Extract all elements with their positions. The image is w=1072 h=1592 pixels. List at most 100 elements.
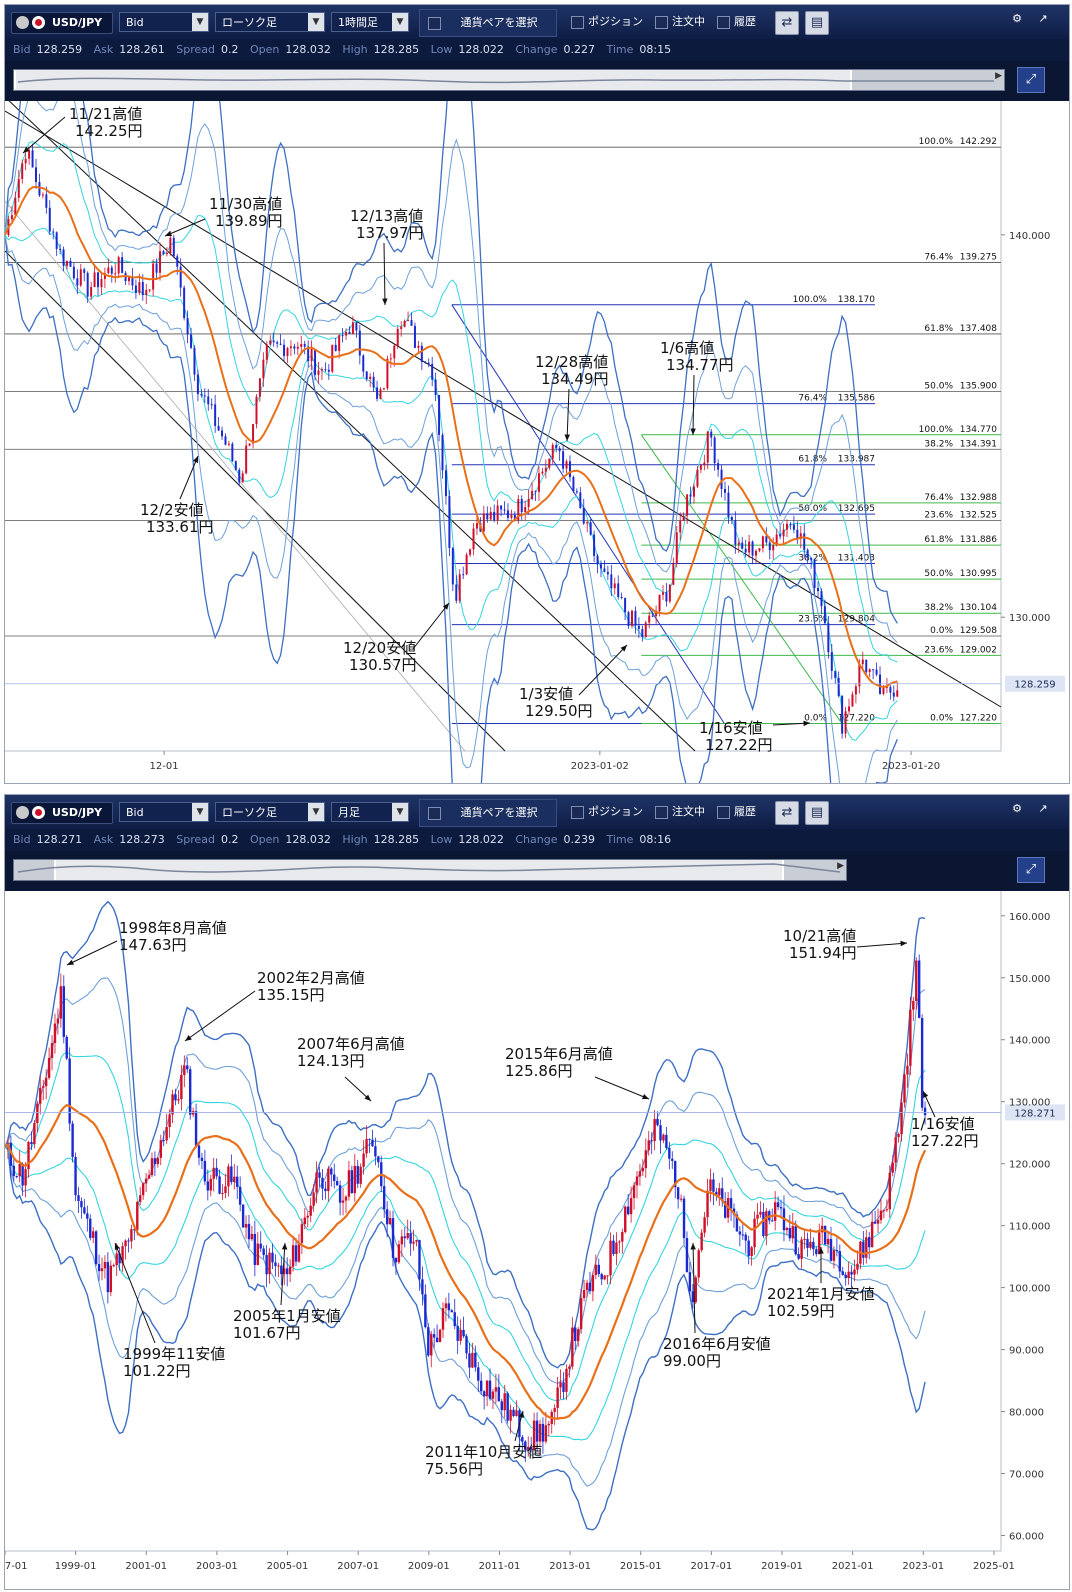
checkbox[interactable]: [428, 806, 441, 820]
price-type-select[interactable]: Bid ▼: [119, 802, 209, 822]
gear-icon[interactable]: ⚙: [1012, 12, 1022, 25]
expand-icon[interactable]: ⤢: [1017, 857, 1045, 883]
position-toggle[interactable]: ポジション: [571, 12, 643, 32]
pair-selector[interactable]: USD/JPY: [11, 802, 113, 824]
candle-body: [277, 1265, 280, 1267]
candle-body: [772, 545, 775, 551]
candle-body: [127, 1240, 130, 1242]
scroll-right-icon[interactable]: ▶: [995, 71, 1002, 81]
candle-body: [283, 344, 286, 356]
scroll-right-icon[interactable]: ▶: [837, 861, 844, 871]
monthly-chart[interactable]: 128.271 160.000 150.000 140.000 130.000 120.0…: [5, 891, 1069, 1589]
annotation-title: 1/16安値: [911, 1115, 975, 1133]
candle-body: [218, 1176, 221, 1194]
candle-body: [524, 1441, 527, 1450]
select-pair-button[interactable]: 通貨ペアを選択: [419, 9, 557, 37]
checkbox[interactable]: [717, 805, 730, 819]
position-toggle[interactable]: ポジション: [571, 802, 643, 822]
ask-label: Ask: [93, 43, 114, 56]
candle-body: [638, 1171, 642, 1177]
chart-type-select[interactable]: ローソク足 ▼: [215, 12, 325, 32]
candle-body: [441, 434, 444, 471]
annotation-arrow-line: [594, 1076, 650, 1100]
candle-body: [276, 342, 279, 344]
chart-type-select[interactable]: ローソク足 ▼: [215, 802, 325, 822]
candle-body: [139, 1195, 142, 1202]
pair-label: USD/JPY: [52, 16, 103, 29]
candle-body: [755, 550, 758, 556]
candle-body: [582, 508, 585, 524]
candle-body: [885, 1209, 889, 1211]
checkbox[interactable]: [655, 15, 668, 29]
pair-selector[interactable]: USD/JPY: [11, 12, 113, 34]
candle-body: [188, 1069, 192, 1115]
candle-body: [324, 1188, 327, 1192]
candle-body: [350, 1170, 354, 1194]
candle-body: [455, 584, 458, 601]
hourly-chart[interactable]: 100.0% 142.292 76.4% 139.275 61.8% 137.408 50.…: [5, 101, 1069, 783]
candle-body: [620, 596, 623, 598]
popout-icon[interactable]: ↗: [1038, 12, 1048, 25]
history-toggle[interactable]: 履歴: [717, 12, 756, 32]
candle-body: [776, 1202, 780, 1208]
checkbox[interactable]: [428, 16, 441, 30]
candle-body: [424, 1294, 427, 1328]
x-tick-label: 2023-01-20: [882, 761, 940, 772]
candle-body: [379, 389, 382, 399]
scroll-navigator[interactable]: ▶: [13, 69, 1005, 91]
candle-body: [851, 694, 854, 707]
candle-body: [735, 1214, 739, 1232]
annotation-price: 129.50円: [525, 702, 593, 720]
change-label: Change: [515, 833, 558, 846]
candle-body: [141, 282, 144, 296]
timeframe-select[interactable]: 月足 ▼: [331, 802, 409, 822]
timeframe-select[interactable]: 1時間足 ▼: [331, 12, 409, 32]
candle-body: [512, 1409, 515, 1417]
history-toggle[interactable]: 履歴: [717, 802, 756, 822]
candle-body: [210, 404, 213, 406]
scroll-navigator[interactable]: ▶: [13, 859, 847, 881]
price-type-value: Bid: [126, 16, 144, 29]
candle-body: [509, 1409, 512, 1421]
window-icon[interactable]: ▤: [805, 801, 829, 825]
candle-body: [815, 1249, 818, 1255]
candle-body: [230, 1166, 233, 1183]
candle-body: [723, 1201, 727, 1218]
candle-body: [513, 514, 516, 521]
orders-toggle[interactable]: 注文中: [655, 12, 705, 32]
checkbox[interactable]: [655, 805, 668, 819]
candle-body: [841, 695, 844, 734]
candle-body: [156, 1157, 160, 1165]
candle-body: [288, 1266, 292, 1275]
candle-body: [553, 1407, 556, 1412]
orders-toggle[interactable]: 注文中: [655, 802, 705, 822]
candle-body: [427, 362, 430, 364]
candle-body: [65, 1036, 68, 1059]
annotation-price: 124.13円: [297, 1052, 365, 1070]
candle-body: [844, 1274, 847, 1279]
checkbox[interactable]: [571, 805, 584, 819]
candle-body: [68, 1058, 71, 1124]
draw-tool-icon[interactable]: ⇄: [775, 11, 799, 35]
fib-gray-pct: 76.4%: [924, 253, 953, 263]
checkbox[interactable]: [717, 15, 730, 29]
candle-body: [624, 1206, 627, 1233]
candle-body: [686, 494, 689, 516]
current-price-label: 128.259: [1014, 680, 1055, 691]
scroll-window[interactable]: [54, 860, 784, 880]
window-icon[interactable]: ▤: [805, 11, 829, 35]
bollinger-upper-band: [5, 900, 926, 1369]
popout-icon[interactable]: ↗: [1038, 802, 1048, 815]
select-pair-button[interactable]: 通貨ペアを選択: [419, 799, 557, 827]
candle-body: [635, 1176, 639, 1186]
candle-body: [306, 1215, 309, 1218]
candle-body: [624, 597, 627, 613]
draw-tool-icon[interactable]: ⇄: [775, 801, 799, 825]
checkbox[interactable]: [571, 15, 584, 29]
scroll-window[interactable]: [14, 70, 852, 90]
x-tick-label: 2005-01: [267, 1561, 309, 1572]
gear-icon[interactable]: ⚙: [1012, 802, 1022, 815]
price-type-select[interactable]: Bid ▼: [119, 12, 209, 32]
high-value: 128.285: [373, 833, 420, 846]
expand-icon[interactable]: ⤢: [1017, 67, 1045, 93]
